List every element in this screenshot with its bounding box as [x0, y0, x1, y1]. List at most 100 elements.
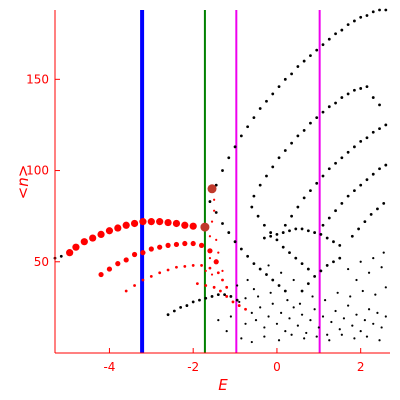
- data-point: [359, 87, 363, 90]
- data-point: [217, 251, 220, 254]
- highlight-points: [200, 184, 217, 232]
- data-point: [283, 223, 287, 227]
- data-point: [179, 305, 183, 309]
- data-point: [382, 201, 386, 205]
- data-point: [229, 295, 233, 298]
- data-point: [340, 333, 343, 336]
- data-point: [182, 240, 188, 247]
- data-point: [239, 134, 243, 138]
- data-point: [280, 271, 283, 274]
- data-point: [313, 274, 317, 278]
- data-point: [326, 333, 329, 336]
- data-point: [327, 105, 331, 109]
- data-point: [225, 295, 229, 298]
- data-point: [252, 116, 256, 120]
- data-point: [384, 163, 388, 167]
- data-point: [263, 326, 266, 329]
- data-point: [115, 261, 121, 267]
- data-point: [191, 300, 195, 304]
- data-point: [225, 285, 229, 289]
- data-point: [198, 298, 201, 302]
- data-point: [342, 317, 346, 320]
- data-point: [384, 286, 387, 289]
- vertical-lines: [140, 10, 321, 353]
- data-point: [267, 315, 270, 318]
- data-point: [346, 23, 350, 26]
- data-point: [346, 194, 350, 198]
- data-point: [271, 302, 274, 305]
- data-point: [371, 172, 375, 176]
- data-point: [325, 236, 329, 240]
- data-point: [277, 85, 281, 89]
- data-point: [208, 200, 212, 203]
- data-point: [158, 271, 162, 275]
- data-point: [106, 266, 113, 272]
- data-point: [204, 296, 208, 300]
- data-point: [290, 333, 293, 336]
- data-point: [256, 214, 260, 218]
- data-point: [258, 107, 262, 110]
- data-point: [334, 101, 337, 105]
- data-point: [327, 167, 331, 171]
- data-point: [376, 311, 379, 314]
- data-point: [378, 127, 381, 130]
- data-point: [271, 92, 275, 96]
- data-point: [254, 319, 258, 322]
- data-point: [275, 322, 279, 325]
- data-point: [330, 320, 333, 324]
- data-point: [340, 28, 344, 32]
- data-point: [207, 248, 213, 254]
- data-point: [349, 295, 352, 298]
- data-point: [259, 306, 262, 309]
- data-point: [210, 220, 214, 223]
- data-point: [296, 324, 299, 327]
- data-point: [140, 250, 146, 256]
- data-point: [288, 251, 291, 255]
- data-point: [66, 249, 74, 257]
- data-point: [353, 189, 356, 193]
- data-point: [231, 300, 235, 304]
- data-point: [306, 229, 310, 233]
- data-point: [306, 282, 310, 286]
- data-point: [365, 136, 369, 140]
- data-point: [204, 284, 208, 287]
- data-point: [286, 298, 289, 302]
- data-point: [277, 339, 281, 342]
- data-point: [246, 125, 250, 129]
- data-point: [378, 339, 381, 342]
- data-point: [317, 326, 320, 329]
- data-point: [225, 330, 228, 333]
- y-axis-label: <n>: [14, 165, 32, 200]
- data-point: [198, 242, 205, 248]
- data-point: [359, 139, 363, 143]
- data-point: [361, 289, 364, 293]
- data-point: [378, 103, 381, 107]
- data-point: [300, 289, 304, 293]
- y-tick-label: 50: [34, 255, 49, 269]
- data-point: [122, 221, 130, 229]
- data-point: [311, 295, 314, 298]
- axes: -4 -2 0 2 50 100 150: [26, 10, 390, 374]
- data-point: [277, 156, 281, 160]
- data-points: [53, 8, 388, 344]
- data-point: [236, 284, 239, 287]
- data-point: [325, 264, 329, 267]
- data-point: [123, 257, 129, 263]
- data-point: [265, 99, 268, 103]
- data-point: [275, 238, 279, 242]
- data-point: [139, 218, 147, 226]
- x-tick-label: 0: [273, 360, 281, 374]
- data-point: [372, 257, 375, 260]
- data-point: [302, 196, 306, 200]
- data-point: [219, 289, 222, 293]
- data-point: [340, 201, 344, 205]
- data-point: [350, 234, 354, 238]
- x-tick-label: 2: [357, 360, 365, 374]
- data-point: [365, 14, 369, 17]
- data-point: [256, 295, 260, 298]
- data-point: [250, 340, 253, 344]
- data-point: [294, 256, 298, 260]
- data-point: [208, 266, 212, 270]
- data-point: [283, 289, 287, 293]
